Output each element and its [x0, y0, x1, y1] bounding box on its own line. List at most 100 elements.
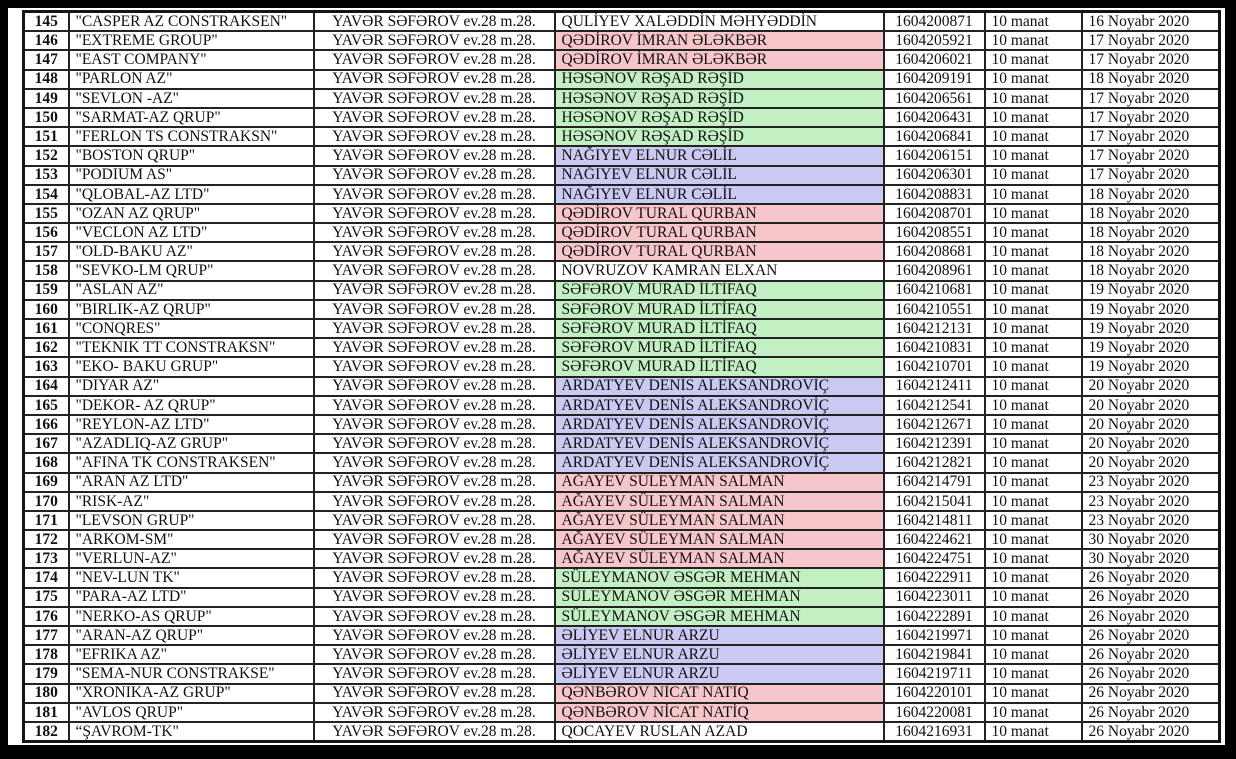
- table-row: 153 "PODIUM AS" YAVƏR SƏFƏROV ev.28 m.28. N…: [22, 164, 1221, 186]
- row-number-cell: 147: [22, 49, 70, 71]
- person-name-cell: ƏLİYEV ELNUR ARZU: [553, 663, 885, 685]
- table-row: 182 “ŞAVROM-TK" YAVƏR SƏFƏROV ev.28 m.28. Q…: [22, 720, 1221, 743]
- table-row: 155 "OZAN AZ QRUP" YAVƏR SƏFƏROV ev.28 m.2…: [22, 202, 1221, 225]
- amount-cell: 10 manat: [983, 433, 1083, 455]
- table-row: 152 "BOSTON QRUP" YAVƏR SƏFƏROV ev.28 m.28…: [22, 145, 1221, 167]
- person-name-cell: AĞAYEV SÜLEYMAN SALMAN: [553, 529, 885, 551]
- address-cell: YAVƏR SƏFƏROV ev.28 m.28.: [312, 394, 556, 416]
- date-cell: 19 Noyabr 2020: [1080, 337, 1221, 359]
- date-cell: 18 Noyabr 2020: [1080, 68, 1221, 90]
- address-cell: YAVƏR SƏFƏROV ev.28 m.28.: [312, 586, 556, 608]
- table-row: 147 "EAST COMPANY" YAVƏR SƏFƏROV ev.28 m.2…: [22, 49, 1221, 71]
- person-name-cell: AĞAYEV SÜLEYMAN SALMAN: [553, 490, 885, 512]
- table-row: 145 "CASPER AZ CONSTRAKSEN" YAVƏR SƏFƏROV …: [22, 10, 1221, 33]
- person-name-cell: ARDATYEV DENİS ALEKSANDROVİÇ: [553, 394, 885, 416]
- person-name-cell: QULİYEV XALƏDDİN MƏHYƏDDİN: [553, 10, 885, 33]
- person-name-cell: NAĞIYEV ELNUR CƏLİL: [553, 183, 885, 205]
- address-cell: YAVƏR SƏFƏROV ev.28 m.28.: [312, 682, 556, 704]
- amount-cell: 10 manat: [983, 509, 1083, 532]
- company-name-cell: "QLOBAL-AZ LTD": [67, 183, 315, 205]
- date-cell: 26 Noyabr 2020: [1080, 605, 1221, 628]
- date-cell: 17 Noyabr 2020: [1080, 30, 1221, 52]
- amount-cell: 10 manat: [983, 413, 1083, 436]
- amount-cell: 10 manat: [983, 145, 1083, 167]
- date-cell: 26 Noyabr 2020: [1080, 624, 1221, 647]
- date-cell: 23 Noyabr 2020: [1080, 490, 1221, 512]
- amount-cell: 10 manat: [983, 279, 1083, 301]
- table-row: 162 "TEKNIK TT CONSTRAKSN" YAVƏR SƏFƏROV e…: [22, 337, 1221, 359]
- table-row: 154 "QLOBAL-AZ LTD" YAVƏR SƏFƏROV ev.28 m.…: [22, 183, 1221, 205]
- amount-cell: 10 manat: [983, 202, 1083, 225]
- amount-cell: 10 manat: [983, 87, 1083, 109]
- person-name-cell: QƏDİROV İMRAN ƏLƏKBƏR: [553, 30, 885, 52]
- person-name-cell: QƏDİROV İMRAN ƏLƏKBƏR: [553, 49, 885, 71]
- amount-cell: 10 manat: [983, 663, 1083, 685]
- receipt-number-cell: 1604206151: [882, 145, 986, 167]
- date-cell: 30 Noyabr 2020: [1080, 529, 1221, 551]
- table-row: 170 "RISK-AZ" YAVƏR SƏFƏROV ev.28 m.28. AĞA…: [22, 490, 1221, 512]
- address-cell: YAVƏR SƏFƏROV ev.28 m.28.: [312, 106, 556, 129]
- row-number-cell: 150: [22, 106, 70, 129]
- company-name-cell: "PARLON AZ": [67, 68, 315, 90]
- receipt-number-cell: 1604212541: [882, 394, 986, 416]
- date-cell: 17 Noyabr 2020: [1080, 106, 1221, 129]
- row-number-cell: 162: [22, 337, 70, 359]
- company-name-cell: "SEMA-NUR CONSTRAKSE": [67, 663, 315, 685]
- row-number-cell: 175: [22, 586, 70, 608]
- address-cell: YAVƏR SƏFƏROV ev.28 m.28.: [312, 720, 556, 743]
- amount-cell: 10 manat: [983, 567, 1083, 589]
- company-name-cell: "ARAN AZ LTD": [67, 471, 315, 493]
- person-name-cell: AĞAYEV SÜLEYMAN SALMAN: [553, 471, 885, 493]
- receipt-number-cell: 1604212671: [882, 413, 986, 436]
- table-row: 157 "OLD-BAKU AZ" YAVƏR SƏFƏROV ev.28 m.28…: [22, 241, 1221, 263]
- amount-cell: 10 manat: [983, 394, 1083, 416]
- table-row: 178 "EFRIKA AZ" YAVƏR SƏFƏROV ev.28 m.28. Ə…: [22, 644, 1221, 666]
- address-cell: YAVƏR SƏFƏROV ev.28 m.28.: [312, 567, 556, 589]
- date-cell: 26 Noyabr 2020: [1080, 701, 1221, 723]
- row-number-cell: 169: [22, 471, 70, 493]
- company-name-cell: "REYLON-AZ LTD": [67, 413, 315, 436]
- address-cell: YAVƏR SƏFƏROV ev.28 m.28.: [312, 279, 556, 301]
- address-cell: YAVƏR SƏFƏROV ev.28 m.28.: [312, 202, 556, 225]
- person-name-cell: ARDATYEV DENİS ALEKSANDROVİÇ: [553, 433, 885, 455]
- person-name-cell: ARDATYEV DENİS ALEKSANDROVİÇ: [553, 413, 885, 436]
- company-name-cell: "LEVSON GRUP": [67, 509, 315, 532]
- registry-table-body: 145 "CASPER AZ CONSTRAKSEN" YAVƏR SƏFƏROV …: [22, 10, 1221, 743]
- table-row: 167 "AZADLIQ-AZ GRUP" YAVƏR SƏFƏROV ev.28 …: [22, 433, 1221, 455]
- receipt-number-cell: 1604212821: [882, 452, 986, 474]
- row-number-cell: 152: [22, 145, 70, 167]
- person-name-cell: ARDATYEV DENİS ALEKSANDROVİÇ: [553, 375, 885, 397]
- company-name-cell: "TEKNIK TT CONSTRAKSN": [67, 337, 315, 359]
- receipt-number-cell: 1604210681: [882, 279, 986, 301]
- address-cell: YAVƏR SƏFƏROV ev.28 m.28.: [312, 471, 556, 493]
- company-name-cell: "ARKOM-SM": [67, 529, 315, 551]
- amount-cell: 10 manat: [983, 106, 1083, 129]
- date-cell: 26 Noyabr 2020: [1080, 567, 1221, 589]
- row-number-cell: 164: [22, 375, 70, 397]
- row-number-cell: 168: [22, 452, 70, 474]
- company-name-cell: "RISK-AZ": [67, 490, 315, 512]
- table-row: 148 "PARLON AZ" YAVƏR SƏFƏROV ev.28 m.28. H…: [22, 68, 1221, 90]
- amount-cell: 10 manat: [983, 701, 1083, 723]
- company-name-cell: "FERLON TS CONSTRAKSN": [67, 126, 315, 148]
- person-name-cell: SƏFƏROV MURAD İLTİFAQ: [553, 337, 885, 359]
- address-cell: YAVƏR SƏFƏROV ev.28 m.28.: [312, 298, 556, 321]
- table-row: 176 "NERKO-AS QRUP" YAVƏR SƏFƏROV ev.28 m.…: [22, 605, 1221, 628]
- address-cell: YAVƏR SƏFƏROV ev.28 m.28.: [312, 529, 556, 551]
- amount-cell: 10 manat: [983, 375, 1083, 397]
- amount-cell: 10 manat: [983, 260, 1083, 282]
- date-cell: 18 Noyabr 2020: [1080, 202, 1221, 225]
- amount-cell: 10 manat: [983, 490, 1083, 512]
- person-name-cell: HƏSƏNOV RƏŞAD RƏŞİD: [553, 87, 885, 109]
- company-name-cell: "PARA-AZ LTD": [67, 586, 315, 608]
- amount-cell: 10 manat: [983, 30, 1083, 52]
- company-name-cell: "VECLON AZ LTD": [67, 222, 315, 244]
- table-row: 160 "BIRLIK-AZ QRUP" YAVƏR SƏFƏROV ev.28 m…: [22, 298, 1221, 321]
- company-name-cell: "OZAN AZ QRUP": [67, 202, 315, 225]
- date-cell: 20 Noyabr 2020: [1080, 433, 1221, 455]
- receipt-number-cell: 1604206431: [882, 106, 986, 129]
- amount-cell: 10 manat: [983, 164, 1083, 186]
- row-number-cell: 176: [22, 605, 70, 628]
- person-name-cell: AĞAYEV SÜLEYMAN SALMAN: [553, 509, 885, 532]
- date-cell: 23 Noyabr 2020: [1080, 471, 1221, 493]
